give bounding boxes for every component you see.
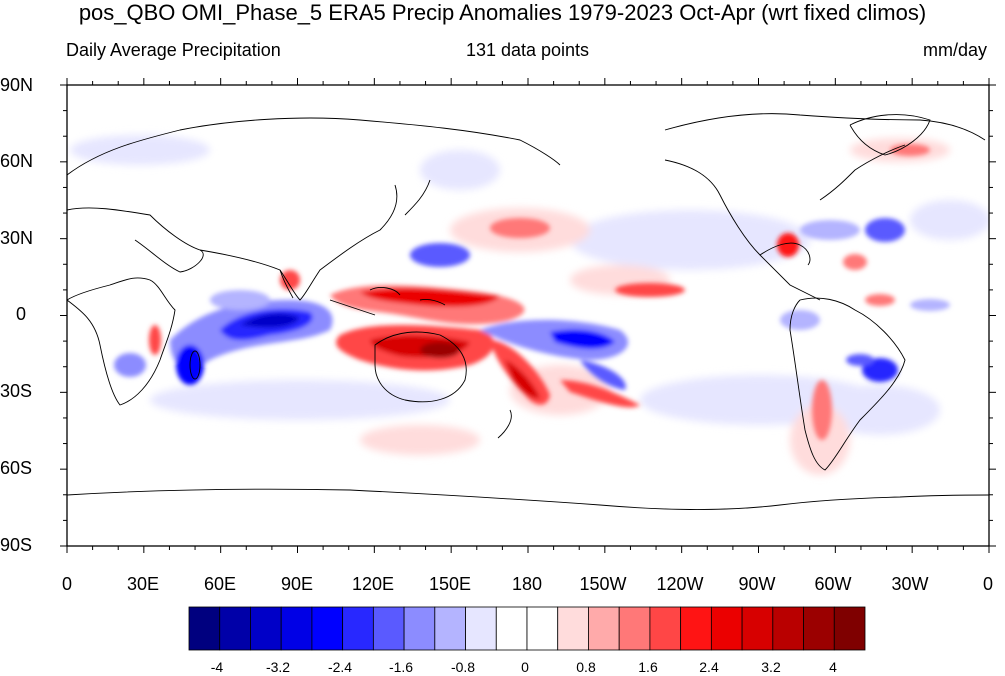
colorbar <box>188 606 866 651</box>
lon-label: 150E <box>428 574 472 594</box>
colorbar-swatch <box>710 606 743 651</box>
colorbar-swatch <box>188 606 221 651</box>
lat-label: 30N <box>0 228 34 248</box>
colorbar-label: 0.8 <box>576 659 596 675</box>
colorbar-swatch <box>526 606 559 651</box>
colorbar-label: 1.6 <box>638 659 658 675</box>
lat-label: 60N <box>0 151 34 171</box>
colorbar-swatch <box>680 606 712 651</box>
colorbar-swatch <box>772 606 804 651</box>
lon-label: 90E <box>280 574 314 594</box>
colorbar-label: -3.2 <box>265 659 291 675</box>
center-subtitle: 131 data points <box>465 40 590 60</box>
colorbar-swatch <box>833 606 866 651</box>
lon-label: 30W <box>891 574 929 594</box>
lat-label: 90S <box>0 535 33 555</box>
colorbar-label: -4 <box>210 659 224 675</box>
lon-label: 60E <box>203 574 237 594</box>
colorbar-swatch <box>618 606 651 651</box>
coastlines <box>67 113 989 510</box>
lon-label: 120E <box>351 574 395 594</box>
colorbar-label: 2.4 <box>699 659 719 675</box>
colorbar-swatch <box>803 606 835 651</box>
lon-label: 120W <box>656 574 704 594</box>
colorbar-swatch <box>465 606 497 651</box>
lat-label: 30S <box>0 381 33 401</box>
map-ticks <box>60 78 996 553</box>
lon-label: 180 <box>511 574 543 594</box>
colorbar-label: -0.8 <box>450 659 476 675</box>
colorbar-swatch <box>588 606 620 651</box>
lon-label: 0 <box>61 574 72 594</box>
colorbar-swatch <box>403 606 436 651</box>
units-label: mm/day <box>922 40 987 60</box>
colorbar-swatch <box>280 606 313 651</box>
lat-label: 60S <box>0 458 33 478</box>
colorbar-swatch <box>741 606 774 651</box>
strong-anomaly-layer <box>114 144 950 440</box>
left-subtitle: Daily Average Precipitation <box>66 40 281 60</box>
colorbar-label: 4 <box>829 659 837 675</box>
colorbar-swatch <box>495 606 528 651</box>
colorbar-label: 0 <box>521 659 529 675</box>
figure-title: pos_QBO OMI_Phase_5 ERA5 Precip Anomalie… <box>78 0 927 25</box>
colorbar-label: -2.4 <box>327 659 353 675</box>
colorbar-label: -1.6 <box>388 659 414 675</box>
lat-label: 90N <box>0 75 34 95</box>
light-anomaly-layer <box>70 135 989 475</box>
colorbar-swatch <box>342 606 374 651</box>
colorbar-swatch <box>649 606 682 651</box>
lon-label: 30E <box>126 574 160 594</box>
colorbar-swatch <box>311 606 344 651</box>
colorbar-swatch <box>434 606 466 651</box>
colorbar-label: 3.2 <box>761 659 781 675</box>
colorbar-swatch <box>250 606 282 651</box>
lon-label: 0 <box>982 574 993 594</box>
colorbar-swatch <box>372 606 405 651</box>
lon-label: 90W <box>738 574 776 594</box>
anomaly-field <box>67 113 989 510</box>
colorbar-swatch <box>557 606 589 651</box>
colorbar-swatch <box>219 606 251 651</box>
lon-label: 60W <box>814 574 852 594</box>
lat-label: 0 <box>16 304 27 324</box>
lon-label: 150W <box>579 574 627 594</box>
